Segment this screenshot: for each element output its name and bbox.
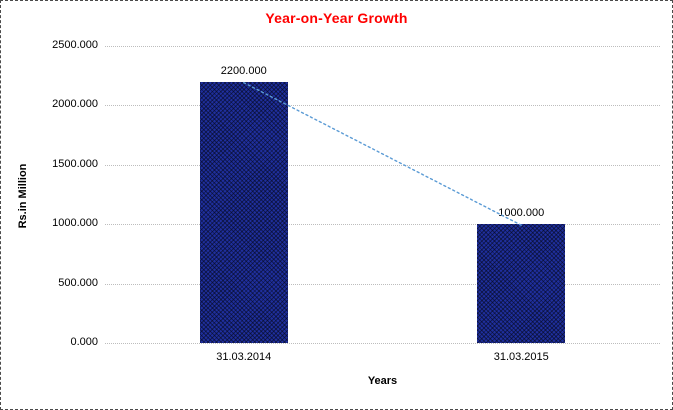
x-axis-title: Years xyxy=(367,375,398,387)
gridline xyxy=(105,46,660,47)
y-tick-label: 0.000 xyxy=(70,336,98,348)
gridline xyxy=(105,105,660,106)
gridline xyxy=(105,165,660,166)
y-tick-label: 500.000 xyxy=(58,277,98,289)
y-tick-label: 2000.000 xyxy=(52,98,98,110)
gridline xyxy=(105,343,660,344)
gridline xyxy=(105,284,660,285)
gridline xyxy=(105,224,660,225)
bar-31.03.2014 xyxy=(200,82,288,343)
y-tick-label: 1500.000 xyxy=(52,158,98,170)
bar-data-label: 2200.000 xyxy=(220,65,267,77)
y-tick-label: 1000.000 xyxy=(52,217,98,229)
x-tick-label: 31.03.2014 xyxy=(216,351,272,363)
chart-title: Year-on-Year Growth xyxy=(265,10,408,26)
bar-data-label: 1000.000 xyxy=(498,207,545,219)
x-tick-label: 31.03.2015 xyxy=(493,351,549,363)
y-tick-label: 2500.000 xyxy=(52,39,98,51)
bar-31.03.2015 xyxy=(477,224,565,343)
